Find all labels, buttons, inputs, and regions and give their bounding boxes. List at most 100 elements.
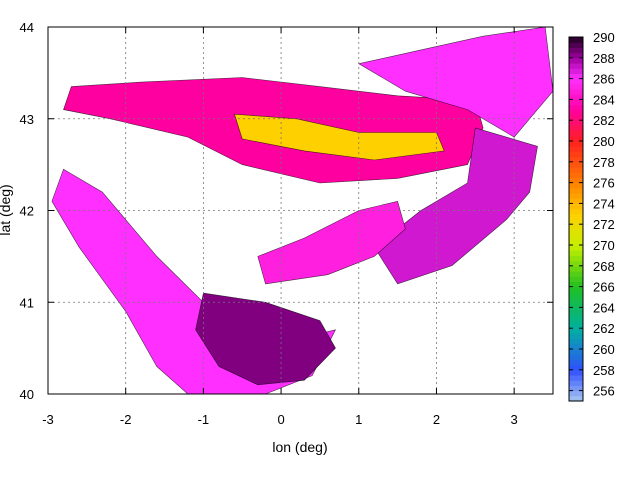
x-tick-label: 3 [511,412,518,427]
x-tick-label: 1 [355,412,362,427]
colorbar-segment [569,229,583,236]
colorbar-segment [569,120,583,126]
colorbar-segment [569,177,583,184]
colorbar-segment [569,333,583,340]
colorbar-segment [569,68,583,74]
colorbar-segment [569,198,583,204]
colorbar-segment [569,286,583,293]
colorbar-segment [569,317,583,324]
y-tick-label: 40 [20,387,34,402]
colorbar-segment [569,78,583,85]
colorbar-segment [569,63,583,69]
colorbar-segment [569,385,583,392]
heatmap-region-pyrenees-high [234,113,445,161]
colorbar-segment [569,234,583,241]
colorbar-segment [569,52,583,59]
colorbar-tick-label: 290 [593,30,615,45]
colorbar-segment [569,307,583,314]
colorbar-segment [569,245,583,251]
colorbar: 256 258 260 262 264 266 268 270 272 274 276 278 280 2… [568,30,615,402]
colorbar-segment [569,390,583,397]
colorbar-frame [568,36,584,402]
colorbar-segment [569,135,583,142]
colorbar-segment [569,281,583,288]
colorbar-segment [569,338,583,345]
colorbar-segment [569,364,583,371]
colorbar-segment [569,89,583,95]
colorbar-segment [569,224,583,230]
colorbar-segment [569,213,583,220]
colorbar-segment [569,255,583,262]
colorbar-segment [569,161,583,168]
x-axis-label: lon (deg) [272,439,327,455]
colorbar-segment [569,104,583,111]
colorbar-segment [569,130,583,137]
colorbar-tick-label: 270 [593,238,615,253]
y-tick-label: 43 [20,112,34,127]
colorbar-segment [569,375,583,381]
colorbar-segment [569,37,583,43]
colorbar-segment [569,99,583,106]
x-axis-ticks: -3 -2 -1 0 1 2 3 [42,27,518,427]
colorbar-segment [569,125,583,132]
colorbar-segment [569,312,583,319]
colorbar-segment [569,369,583,376]
colorbar-segment [569,354,583,360]
colorbar-segment [569,265,583,272]
x-tick-label: 2 [433,412,440,427]
colorbar-tick-label: 260 [593,342,615,357]
y-tick-label: 41 [20,295,34,310]
colorbar-tick-label: 272 [593,217,615,232]
colorbar-segment [569,115,583,121]
colorbar-segment [569,47,583,54]
colorbar-tick-label: 278 [593,155,615,170]
colorbar-segment [569,276,583,282]
colorbar-segment [569,94,583,100]
colorbar-segment [569,250,583,256]
colorbar-tick-label: 262 [593,321,615,336]
colorbar-segment [569,42,583,48]
colorbar-tick-label: 258 [593,363,615,378]
colorbar-segment [569,291,583,298]
colorbar-segment [569,343,583,350]
colorbar-segment [569,193,583,199]
colorbar-segment [569,208,583,215]
colorbar-segment [569,187,583,194]
colorbar-segment [569,57,583,64]
y-tick-label: 42 [20,204,34,219]
colorbar-segment [569,73,583,80]
colorbar-tick-label: 288 [593,51,615,66]
colorbar-segment [569,359,583,366]
heatmap-regions [51,27,553,394]
colorbar-tick-label: 282 [593,113,615,128]
colorbar-segment [569,328,583,334]
colorbar-tick-label: 286 [593,72,615,87]
y-axis-label: lat (deg) [0,184,13,235]
colorbar-segment [569,323,583,329]
colorbar-segment [569,146,583,152]
x-tick-label: 0 [277,412,284,427]
y-tick-label: 44 [20,20,34,35]
heatmap-region-ebro-delta [257,200,406,285]
colorbar-segment [569,302,583,308]
x-tick-label: -3 [42,412,54,427]
colorbar-segment [569,219,583,225]
colorbar-segment [569,141,583,147]
colorbar-segment [569,109,583,116]
colorbar-tick-label: 264 [593,300,615,315]
colorbar-segment [569,203,583,210]
colorbar-tick-label: 280 [593,134,615,149]
colorbar-segment [569,297,583,303]
colorbar-segment [569,395,583,402]
colorbar-segment [569,271,583,277]
y-axis-ticks: 40 41 42 43 44 [20,20,553,402]
heatmap-region-catalonia-coast [373,127,538,285]
colorbar-segment [569,151,583,158]
colorbar-tick-label: 256 [593,384,615,399]
colorbar-tick-label: 266 [593,280,615,295]
x-tick-label: -2 [120,412,132,427]
colorbar-tick-label: 268 [593,259,615,274]
colorbar-segment [569,172,583,178]
